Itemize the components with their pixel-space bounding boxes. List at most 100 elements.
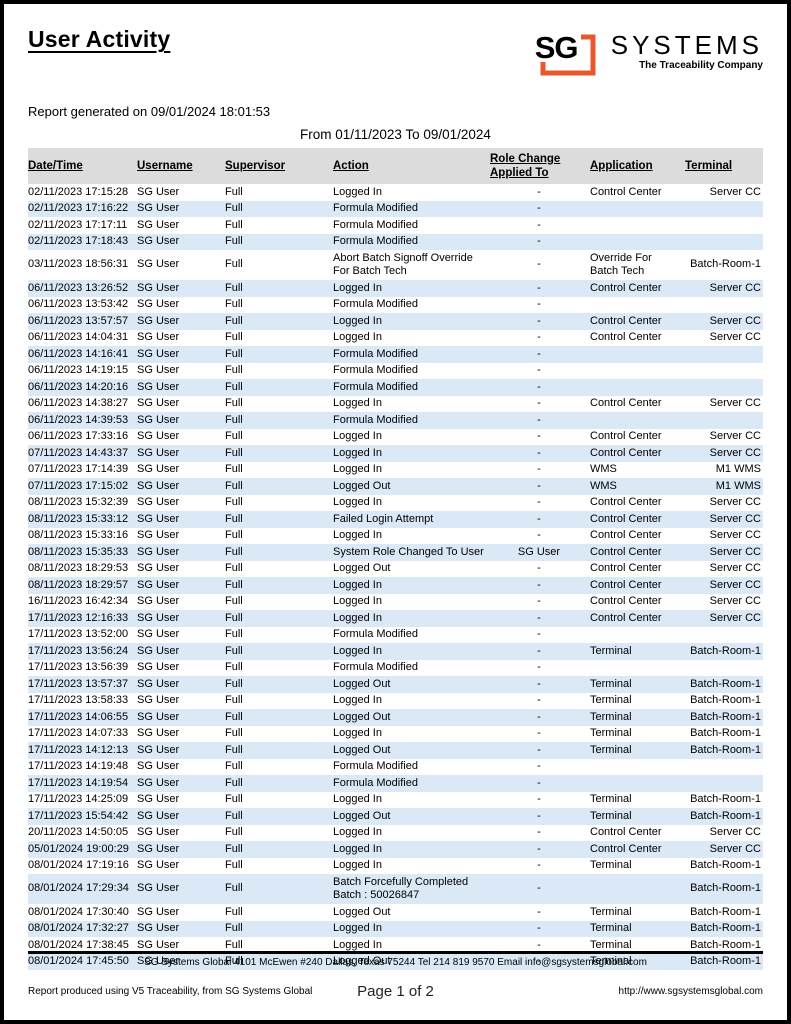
cell-terminal: Server CC: [709, 842, 761, 855]
cell-terminal: Server CC: [709, 529, 761, 541]
table-row: 06/11/2023 14:20:16 SG User Full Formula Mo…: [28, 379, 763, 396]
cell-role-change-applied-to: -: [537, 628, 541, 640]
column-header-label: Terminal: [685, 160, 733, 172]
cell-username: SG User: [137, 842, 180, 855]
cell-username: SG User: [137, 298, 180, 310]
cell-datetime: 17/11/2023 14:12:13: [28, 743, 129, 756]
cell-role-change-applied-to: -: [537, 809, 541, 822]
cell-role-change-applied-to: -: [537, 314, 541, 327]
cell-action: Logged Out: [333, 905, 391, 918]
table-row: 08/01/2024 17:45:50 SG User Full Logged Out…: [28, 953, 763, 970]
generated-timestamp: Report generated on 09/01/2024 18:01:53: [28, 104, 271, 119]
cell-terminal: [685, 297, 763, 314]
cell-role-change-applied-to: -: [537, 413, 541, 426]
cell-application: Control Center: [590, 562, 662, 574]
cell-datetime: 17/11/2023 14:19:48: [28, 760, 129, 772]
cell-username: SG User: [137, 905, 180, 918]
cell-supervisor: Full: [225, 882, 243, 895]
cell-role-change-applied-to: -: [537, 364, 541, 376]
cell-role-change-applied-to: -: [537, 882, 541, 895]
cell-action: Logged In: [333, 694, 382, 706]
cell-datetime: 06/11/2023 14:19:15: [28, 364, 129, 376]
cell-terminal: [685, 775, 763, 792]
cell-datetime: 08/11/2023 18:29:53: [28, 562, 129, 574]
cell-username: SG User: [137, 776, 180, 789]
cell-supervisor: Full: [225, 430, 243, 442]
cell-terminal: Server CC: [709, 496, 761, 508]
cell-action: Batch Forcefully Completed Batch : 50026…: [333, 875, 469, 902]
cell-supervisor: Full: [225, 235, 243, 247]
cell-terminal: Batch-Room-1: [690, 710, 761, 723]
table-row: 08/01/2024 17:19:16 SG User Full Logged In -…: [28, 858, 763, 875]
cell-username: SG User: [137, 258, 180, 271]
table-row: 06/11/2023 14:16:41 SG User Full Formula Mo…: [28, 346, 763, 363]
cell-username: SG User: [137, 859, 180, 871]
cell-datetime: 17/11/2023 14:19:54: [28, 776, 129, 789]
cell-role-change-applied-to: -: [537, 529, 541, 541]
logo-monogram-block: SG: [535, 30, 601, 80]
table-row: 02/11/2023 17:17:11 SG User Full Formula Mo…: [28, 217, 763, 234]
cell-username: SG User: [137, 760, 180, 772]
report-header: User Activity SG SYSTEMS The Traceabilit…: [28, 26, 763, 88]
cell-application: Terminal: [590, 793, 632, 805]
cell-action: Logged In: [333, 922, 382, 934]
cell-terminal: Batch-Room-1: [690, 905, 761, 918]
cell-supervisor: Full: [225, 727, 243, 739]
cell-datetime: 07/11/2023 17:15:02: [28, 479, 129, 492]
cell-username: SG User: [137, 644, 180, 657]
cell-terminal: [685, 346, 763, 363]
table-row: 17/11/2023 13:56:39 SG User Full Formula Mo…: [28, 660, 763, 677]
cell-role-change-applied-to: -: [537, 727, 541, 739]
cell-datetime: 06/11/2023 14:16:41: [28, 347, 129, 360]
cell-datetime: 06/11/2023 14:20:16: [28, 380, 129, 393]
table-row: 02/11/2023 17:18:43 SG User Full Formula Mo…: [28, 233, 763, 250]
cell-supervisor: Full: [225, 710, 243, 723]
logo-tagline: The Traceability Company: [639, 60, 763, 71]
cell-action: Formula Modified: [333, 298, 418, 310]
cell-supervisor: Full: [225, 545, 243, 558]
cell-role-change-applied-to: -: [537, 281, 541, 294]
cell-action: Logged In: [333, 826, 382, 838]
table-row: 03/11/2023 18:56:31 SG User Full Abort Batc…: [28, 250, 763, 280]
cell-username: SG User: [137, 446, 180, 459]
cell-terminal: Batch-Room-1: [690, 694, 761, 706]
cell-action: Formula Modified: [333, 776, 418, 789]
table-row: 17/11/2023 12:16:33 SG User Full Logged In -…: [28, 610, 763, 627]
cell-application: Control Center: [590, 185, 662, 198]
report-footer: SG Systems Global 4101 McEwen #240 Dalla…: [28, 951, 763, 1000]
table-row: 08/01/2024 17:32:27 SG User Full Logged In -…: [28, 920, 763, 937]
cell-supervisor: Full: [225, 760, 243, 772]
cell-supervisor: Full: [225, 743, 243, 756]
cell-terminal: Batch-Room-1: [690, 793, 761, 805]
table-row: 06/11/2023 17:33:16 SG User Full Logged In -…: [28, 429, 763, 446]
cell-datetime: 17/11/2023 14:25:09: [28, 793, 129, 805]
company-logo: SG SYSTEMS The Traceability Company: [535, 30, 763, 80]
cell-datetime: 06/11/2023 13:26:52: [28, 281, 129, 294]
cell-role-change-applied-to: -: [537, 185, 541, 198]
cell-datetime: 02/11/2023 17:18:43: [28, 235, 129, 247]
cell-action: Logged In: [333, 314, 382, 327]
cell-action: Logged Out: [333, 710, 391, 723]
cell-supervisor: Full: [225, 955, 243, 967]
cell-datetime: 08/01/2024 17:38:45: [28, 938, 129, 951]
cell-username: SG User: [137, 661, 180, 673]
cell-role-change-applied-to: -: [537, 595, 541, 607]
cell-supervisor: Full: [225, 380, 243, 393]
cell-supervisor: Full: [225, 397, 243, 409]
cell-supervisor: Full: [225, 611, 243, 624]
table-header: Date/Time Username Supervisor Action Role Ch…: [28, 148, 763, 184]
table-row: 08/11/2023 18:29:57 SG User Full Logged In -…: [28, 577, 763, 594]
cell-role-change-applied-to: -: [537, 922, 541, 934]
cell-datetime: 08/11/2023 15:32:39: [28, 496, 129, 508]
cell-datetime: 06/11/2023 17:33:16: [28, 430, 129, 442]
cell-application: Terminal: [590, 743, 632, 756]
cell-action: Logged In: [333, 446, 382, 459]
cell-datetime: 02/11/2023 17:15:28: [28, 185, 129, 198]
cell-username: SG User: [137, 496, 180, 508]
cell-action: Logged In: [333, 842, 382, 855]
cell-application: [590, 201, 685, 218]
cell-action: Logged In: [333, 578, 382, 591]
cell-supervisor: Full: [225, 938, 243, 951]
cell-terminal: Server CC: [709, 430, 761, 442]
table-body: 02/11/2023 17:15:28 SG User Full Logged In -…: [28, 184, 763, 970]
